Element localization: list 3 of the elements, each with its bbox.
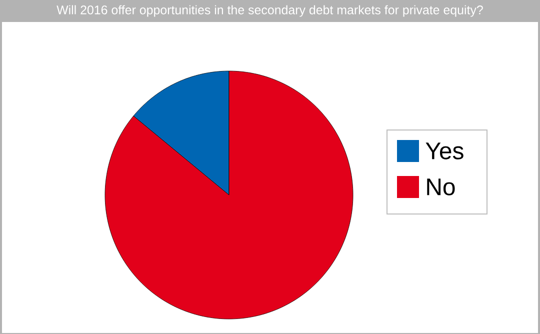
legend-label: Yes [426, 142, 464, 160]
legend-label: No [427, 178, 455, 196]
chart-title: Will 2016 offer opportunities in the secondary debt markets for private equity? [56, 5, 483, 17]
